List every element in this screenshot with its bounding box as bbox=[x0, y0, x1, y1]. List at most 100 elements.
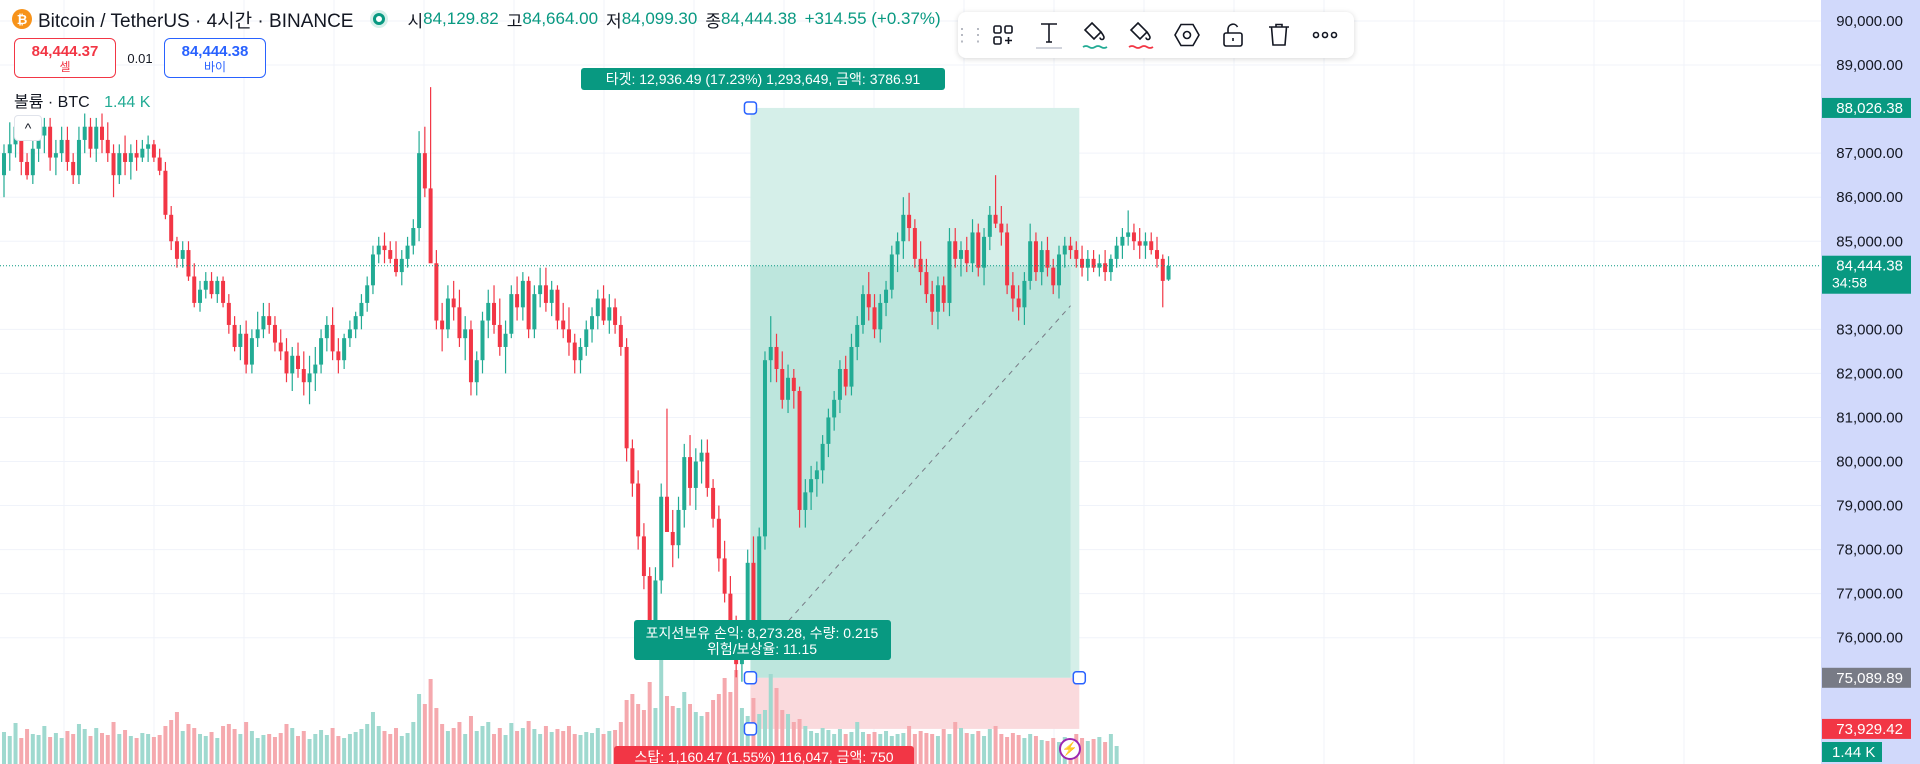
candle bbox=[947, 228, 952, 317]
target-price-tag-bg bbox=[1822, 97, 1911, 118]
symbol-title[interactable]: Bitcoin / TetherUS · 4시간 · BINANCE bbox=[38, 10, 354, 32]
delete-button[interactable] bbox=[1256, 12, 1302, 58]
candle bbox=[987, 206, 992, 251]
position-extras: 타겟: 12,936.49 (17.23%) 1,293,649, 금액: 37… bbox=[0, 68, 1821, 764]
candle-body bbox=[607, 307, 612, 321]
volume-bar bbox=[71, 734, 76, 764]
candle-body bbox=[1160, 258, 1165, 281]
candle-body bbox=[878, 302, 883, 330]
candle bbox=[105, 122, 110, 162]
volume-bar bbox=[497, 728, 502, 764]
candle bbox=[549, 280, 554, 317]
candle-body bbox=[855, 324, 860, 347]
sell-button[interactable]: 84,444.37 셀 bbox=[14, 38, 116, 78]
candle bbox=[601, 285, 606, 325]
candle bbox=[1062, 236, 1067, 268]
candle-body bbox=[1097, 263, 1102, 268]
price-tick-label: 80,000.00 bbox=[1836, 454, 1903, 471]
volume-bar bbox=[30, 734, 35, 764]
candle-body bbox=[186, 250, 191, 277]
add-template-button[interactable] bbox=[980, 12, 1026, 58]
low-value: 84,099.30 bbox=[621, 9, 698, 28]
candle-body bbox=[94, 126, 99, 149]
candle-body bbox=[1010, 285, 1015, 299]
candle-body bbox=[1045, 250, 1050, 268]
candle bbox=[1022, 272, 1027, 325]
line-color-button[interactable] bbox=[1118, 12, 1164, 58]
candle bbox=[169, 206, 174, 251]
candle bbox=[209, 272, 214, 299]
volume-bar bbox=[1056, 742, 1061, 764]
volume-bar bbox=[359, 729, 364, 764]
volume-tag-text: 1.44 K bbox=[1832, 744, 1875, 761]
text-button[interactable] bbox=[1026, 12, 1072, 58]
candle bbox=[849, 333, 854, 396]
buy-button[interactable]: 84,444.38 바이 bbox=[164, 38, 266, 78]
candle-body bbox=[526, 280, 531, 330]
volume-bar bbox=[117, 734, 122, 764]
volume-bar bbox=[509, 723, 514, 764]
candle-body bbox=[786, 377, 791, 400]
settings-button[interactable] bbox=[1164, 12, 1210, 58]
volume-bar bbox=[445, 731, 450, 764]
drag-handle-icon[interactable]: ⋮⋮ bbox=[953, 24, 987, 45]
market-status-icon[interactable] bbox=[373, 13, 386, 25]
candle bbox=[878, 294, 883, 343]
candle bbox=[797, 386, 802, 528]
candle-body bbox=[278, 342, 283, 352]
candle-body bbox=[976, 232, 981, 268]
line-color-icon bbox=[1128, 21, 1154, 49]
volume-legend[interactable]: 볼륨 · BTC 1.44 K bbox=[14, 88, 150, 112]
volume-bar bbox=[912, 734, 917, 764]
candle bbox=[682, 443, 687, 528]
candle-body bbox=[203, 280, 208, 290]
fill-color-button[interactable] bbox=[1072, 12, 1118, 58]
candle bbox=[935, 276, 940, 330]
volume-bar bbox=[555, 729, 560, 764]
candle-body bbox=[711, 487, 716, 519]
volume-bar bbox=[88, 736, 93, 764]
axis-background bbox=[1821, 0, 1920, 764]
candle bbox=[324, 316, 329, 352]
candle bbox=[226, 294, 231, 334]
candle-body bbox=[809, 479, 814, 493]
lightning-icon[interactable]: ⚡ bbox=[1059, 738, 1081, 760]
volume-bar bbox=[163, 726, 168, 764]
volume-bar bbox=[146, 734, 151, 764]
candle bbox=[82, 113, 87, 154]
volume-bar bbox=[930, 734, 935, 764]
stop-price-tag: 73,929.42 bbox=[1822, 718, 1911, 739]
collapse-legend-button[interactable]: ^ bbox=[14, 115, 42, 141]
candle bbox=[319, 329, 324, 374]
candle-body bbox=[768, 346, 773, 361]
lock-button[interactable] bbox=[1210, 12, 1256, 58]
position-handle bbox=[743, 722, 758, 736]
volume-bar bbox=[76, 724, 81, 764]
candle bbox=[774, 333, 779, 383]
candle bbox=[261, 302, 266, 339]
close-label: 종 bbox=[705, 11, 721, 31]
volume-bar bbox=[278, 733, 283, 764]
candle-body bbox=[30, 148, 35, 176]
volume-bar bbox=[734, 670, 739, 764]
volume-bar bbox=[578, 735, 583, 764]
candle bbox=[613, 298, 618, 334]
candle-body bbox=[486, 302, 491, 321]
close-value: 84,444.38 bbox=[720, 9, 797, 28]
candle-body bbox=[543, 285, 548, 303]
candle bbox=[526, 276, 531, 339]
position-connector bbox=[755, 305, 1071, 659]
volume-bar bbox=[670, 706, 675, 764]
candle bbox=[866, 272, 871, 321]
volume-bar bbox=[1097, 737, 1102, 764]
volume-bar bbox=[566, 726, 571, 764]
candle bbox=[7, 122, 12, 171]
candle-body bbox=[255, 329, 260, 339]
volume-bar bbox=[394, 728, 399, 764]
volume-bar bbox=[301, 731, 306, 764]
more-button[interactable] bbox=[1302, 12, 1348, 58]
volume-bar bbox=[953, 722, 958, 764]
candle-body bbox=[497, 324, 502, 347]
candle bbox=[238, 324, 243, 361]
